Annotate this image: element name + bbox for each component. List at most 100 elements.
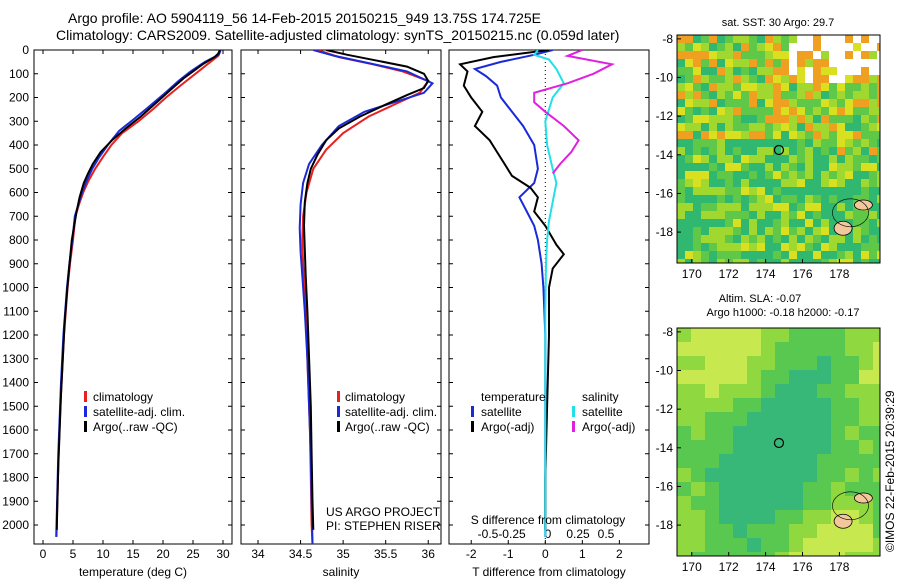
map-cell xyxy=(757,211,766,220)
map-cell xyxy=(859,342,874,357)
map-cell xyxy=(845,91,854,100)
map-cell xyxy=(813,131,822,140)
map-cell xyxy=(725,107,734,116)
map-cell xyxy=(797,139,806,148)
map-cell xyxy=(821,171,830,180)
map-cell xyxy=(757,139,766,148)
map-cell xyxy=(853,227,862,236)
map-cell xyxy=(733,538,748,553)
map-cell xyxy=(803,342,818,357)
map-cell xyxy=(685,203,694,212)
map-cell xyxy=(853,219,862,228)
map-cell xyxy=(717,67,726,76)
map-cell xyxy=(765,203,774,212)
map-cell xyxy=(677,147,686,156)
map-cell xyxy=(837,155,846,164)
map-cell xyxy=(873,342,880,357)
y-tick-label: -18 xyxy=(656,518,674,532)
map-cell xyxy=(781,195,790,204)
map-cell xyxy=(829,139,838,148)
map-cell xyxy=(861,83,870,92)
map-cell xyxy=(719,496,734,511)
map-cell xyxy=(741,187,750,196)
y-tick-label: -16 xyxy=(656,186,674,200)
map-cell xyxy=(845,538,860,553)
series-line-satellite-adj-clim- xyxy=(298,50,435,544)
map-cell xyxy=(685,75,694,84)
map-cell xyxy=(877,251,880,260)
map-cell xyxy=(781,251,790,260)
x-axis-label: T difference from climatology xyxy=(472,565,626,579)
map-cell xyxy=(845,440,860,455)
map-cell xyxy=(733,131,742,140)
map-cell xyxy=(869,251,878,260)
map-cell xyxy=(873,496,880,511)
map-cell xyxy=(765,227,774,236)
map-cell xyxy=(837,163,846,172)
map-cell xyxy=(837,195,846,204)
map-cell xyxy=(733,51,742,60)
map-cell xyxy=(789,482,804,497)
legend-label-argo: Argo(..raw -QC) xyxy=(345,420,430,434)
map-cell xyxy=(817,510,832,525)
map-cell xyxy=(773,163,782,172)
map-cell xyxy=(789,552,804,556)
figure-title-line1: Argo profile: AO 5904119_56 14-Feb-2015 … xyxy=(68,10,542,26)
map-cell xyxy=(693,235,702,244)
y-tick-label: -16 xyxy=(656,479,674,493)
map-cell xyxy=(853,259,862,263)
map-cell xyxy=(861,227,870,236)
map-cell xyxy=(677,219,686,228)
map-cell xyxy=(757,107,766,116)
x-tick-label: 174 xyxy=(756,267,776,281)
map-cell xyxy=(685,131,694,140)
map-cell xyxy=(733,227,742,236)
map-cell xyxy=(813,195,822,204)
map-cell xyxy=(829,227,838,236)
s-tick-label: 0.5 xyxy=(598,527,615,541)
map-cell xyxy=(749,171,758,180)
map-cell xyxy=(691,510,706,525)
map-cell xyxy=(845,454,860,469)
map-cell xyxy=(813,99,822,108)
map-cell xyxy=(725,155,734,164)
map-cell xyxy=(873,370,880,385)
map-cell xyxy=(829,107,838,116)
map-cell xyxy=(877,59,880,68)
map-cell xyxy=(829,219,838,228)
map-cell xyxy=(741,75,750,84)
map-cell xyxy=(837,43,846,52)
map-cell xyxy=(773,51,782,60)
map-cell xyxy=(805,139,814,148)
map-cell xyxy=(757,163,766,172)
map-cell xyxy=(719,412,734,427)
map-cell xyxy=(749,179,758,188)
map-cell xyxy=(709,147,718,156)
map-cell xyxy=(685,35,694,44)
map-cell xyxy=(813,91,822,100)
map-cell xyxy=(869,171,878,180)
map-cell xyxy=(789,195,798,204)
map-cell xyxy=(747,510,762,525)
map-cell xyxy=(747,412,762,427)
x-tick-label: 20 xyxy=(156,547,170,561)
map-cell xyxy=(761,454,776,469)
map-cell xyxy=(733,398,748,413)
y-tick-label: 1100 xyxy=(3,304,29,318)
map-cell xyxy=(765,163,774,172)
map-cell xyxy=(741,203,750,212)
map-cell xyxy=(741,195,750,204)
map-cell xyxy=(757,35,766,44)
map-cell xyxy=(829,35,838,44)
map-cell xyxy=(845,179,854,188)
s-tick-label: 0 xyxy=(545,527,552,541)
map-cell xyxy=(877,83,880,92)
map-cell xyxy=(877,91,880,100)
map-cell xyxy=(813,35,822,44)
y-tick-label: 1000 xyxy=(2,281,29,295)
map-cell xyxy=(733,187,742,196)
map-cell xyxy=(773,211,782,220)
map-cell xyxy=(773,171,782,180)
map-cell xyxy=(733,203,742,212)
legend-header-temperature: temperature xyxy=(481,390,546,404)
